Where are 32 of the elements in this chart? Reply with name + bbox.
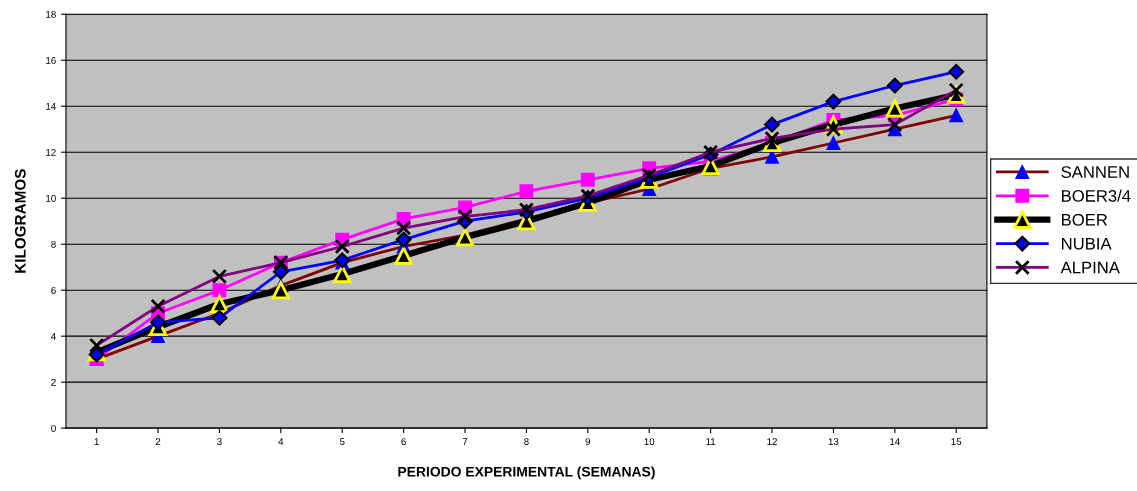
x-tick-label: 9	[585, 438, 591, 446]
x-tick-label: 8	[524, 438, 529, 446]
y-tick-label: 4	[51, 333, 56, 340]
x-tick-label: 7	[462, 438, 468, 445]
x-tick-label: 6	[401, 438, 406, 446]
y-tick-label: 16	[46, 56, 56, 64]
x-tick-label: 15	[951, 438, 962, 446]
x-tick-label: 11	[706, 438, 716, 445]
x-axis-title: PERIODO EXPERIMENTAL (SEMANAS)	[398, 466, 655, 480]
x-tick-label: 4	[278, 438, 284, 445]
x-tick-label: 2	[155, 438, 161, 445]
y-tick-label: 2	[51, 378, 56, 386]
x-tick-label: 10	[644, 438, 655, 446]
x-tick-label: 5	[339, 438, 345, 446]
y-tick-label: 18	[46, 10, 56, 18]
y-tick-label: 12	[46, 148, 56, 156]
legend-label: NUBIA	[1062, 237, 1112, 250]
y-axis-title: KILOGRAMOS	[14, 169, 26, 273]
legend-label: SANNEN	[1061, 166, 1129, 178]
y-tick-label: 10	[46, 194, 56, 202]
x-tick-label: 12	[767, 438, 777, 445]
legend-label: ALPINA	[1060, 261, 1120, 274]
y-tick-label: 14	[46, 103, 56, 110]
x-tick-label: 14	[890, 438, 900, 445]
y-tick-label: 6	[51, 286, 56, 294]
legend-label: BOER3/4	[1062, 189, 1131, 202]
legend-label: BOER	[1062, 213, 1108, 226]
x-tick-label: 13	[828, 438, 839, 446]
y-tick-label: 0	[51, 424, 56, 432]
y-tick-label: 8	[51, 240, 56, 248]
x-tick-label: 1	[94, 438, 99, 445]
x-tick-label: 3	[217, 438, 222, 446]
